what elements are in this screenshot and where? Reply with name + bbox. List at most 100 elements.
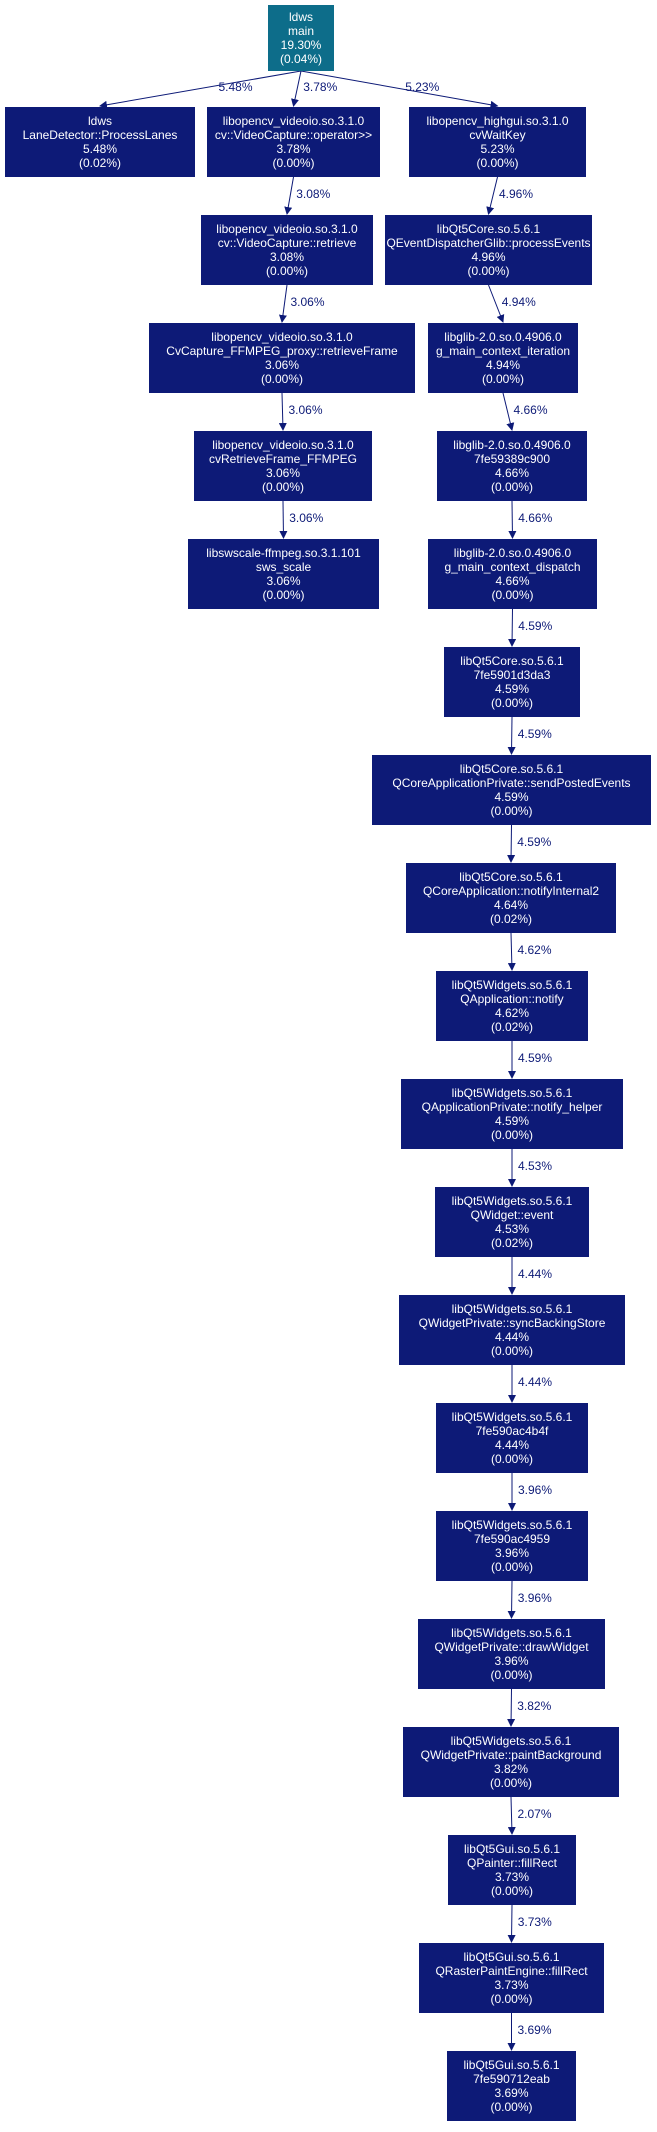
node-videoCaptureRetrieve: libopencv_videoio.so.3.1.0 cv::VideoCaptu… — [201, 215, 373, 285]
node-main: ldws main 19.30% (0.04%) — [268, 5, 334, 71]
edge-label: 3.96% — [517, 1591, 552, 1605]
edge-videoCaptureRetrieve-to-ffmpegProxy — [278, 284, 288, 323]
node-line: (0.00%) — [262, 588, 305, 602]
node-cvWaitKey: libopencv_highgui.so.3.1.0 cvWaitKey 5.23%… — [409, 107, 586, 177]
edge-gMainContextIter-to-glib7fe59389c900 — [502, 392, 515, 431]
node-line: (0.00%) — [272, 156, 315, 170]
node-line: 5.48% — [82, 142, 118, 156]
edge-cvWaitKey-to-qEventDispatcher — [486, 176, 498, 215]
node-line: libQt5Widgets.so.5.6.1 — [451, 1086, 573, 1100]
node-line: 4.96% — [471, 250, 506, 264]
edge-painterFillRect-to-rasterFillRect — [507, 1904, 516, 1943]
node-line: cvRetrieveFrame_FFMPEG — [208, 452, 358, 466]
node-line: (0.00%) — [490, 1884, 534, 1898]
edge-label: 3.69% — [517, 2023, 552, 2037]
edge-label: 4.59% — [518, 619, 553, 633]
node-notifyInternal2: libQt5Core.so.5.6.1 QCoreApplication::not… — [406, 863, 616, 933]
node-line: 7fe590ac4959 — [473, 1532, 551, 1546]
node-line: QApplicationPrivate::notify_helper — [421, 1100, 603, 1114]
edge-label: 4.59% — [517, 835, 552, 849]
node-line: 19.30% — [280, 38, 322, 52]
edge-qEventDispatcher-to-gMainContextIter — [488, 284, 505, 323]
edge-label: 3.06% — [290, 295, 325, 309]
node-line: 4.94% — [485, 358, 521, 372]
node-line: 7fe590ac4b4f — [475, 1424, 549, 1438]
node-paintBackground: libQt5Widgets.so.5.6.1 QWidgetPrivate::pa… — [403, 1727, 619, 1797]
node-line: libQt5Widgets.so.5.6.1 — [451, 1194, 573, 1208]
node-ffmpegProxy: libopencv_videoio.so.3.1.0 CvCapture_FFMP… — [149, 323, 415, 393]
node-line: libQt5Core.so.5.6.1 — [460, 654, 564, 668]
node-line: (0.00%) — [476, 156, 519, 170]
edge-drawWidget-to-paintBackground — [507, 1688, 516, 1727]
node-line: sws_scale — [255, 560, 312, 574]
node-rasterFillRect: libQt5Gui.so.5.6.1 QRasterPaintEngine::fi… — [419, 1943, 604, 2013]
node-line: 3.06% — [265, 466, 301, 480]
node-line: (0.00%) — [490, 480, 534, 494]
node-line: 4.66% — [494, 466, 530, 480]
edge-videoCaptureOp-to-videoCaptureRetrieve — [284, 176, 294, 215]
node-line: libQt5Widgets.so.5.6.1 — [451, 1626, 572, 1640]
node-line: libQt5Widgets.so.5.6.1 — [451, 1410, 573, 1424]
node-line: 7fe5901d3da3 — [473, 668, 551, 682]
node-line: libQt5Widgets.so.5.6.1 — [451, 1302, 573, 1316]
node-line: 4.59% — [494, 790, 529, 804]
node-line: 4.62% — [494, 1006, 530, 1020]
node-line: libopencv_highgui.so.3.1.0 — [426, 114, 569, 128]
edge-paintBackground-to-painterFillRect — [507, 1796, 516, 1835]
node-line: QEventDispatcherGlib::processEvents — [386, 236, 591, 250]
edge-label: 3.96% — [518, 1483, 553, 1497]
node-qt5core7fe5901d3da3: libQt5Core.so.5.6.1 7fe5901d3da3 4.59% (0.0… — [444, 647, 580, 717]
node-line: (0.00%) — [265, 264, 309, 278]
edge-label: 4.66% — [513, 403, 548, 417]
node-line: (0.00%) — [260, 372, 304, 386]
node-line: (0.02%) — [490, 1236, 534, 1250]
node-line: main — [287, 24, 314, 38]
node-line: (0.00%) — [490, 1128, 534, 1142]
edge-label: 4.44% — [518, 1375, 553, 1389]
node-line: 4.59% — [494, 682, 530, 696]
edge-glib7fe59389c900-to-gMainContextDispatch — [508, 500, 517, 539]
node-line: ldws — [288, 10, 313, 24]
edge-label: 3.06% — [288, 403, 323, 417]
node-line: 7fe59389c900 — [473, 452, 551, 466]
node-line: libopencv_videoio.so.3.1.0 — [211, 330, 353, 344]
node-line: libQt5Widgets.so.5.6.1 — [450, 1734, 572, 1748]
edge-label: 3.06% — [289, 511, 324, 525]
edge-label: 4.53% — [518, 1159, 553, 1173]
node-widgets7fe590ac4b4f: libQt5Widgets.so.5.6.1 7fe590ac4b4f 4.44%(… — [436, 1403, 588, 1473]
node-line: (0.00%) — [467, 264, 510, 278]
edge-label: 4.62% — [517, 943, 552, 957]
edge-main-to-laneDetector — [99, 70, 302, 109]
node-line: 3.96% — [494, 1654, 529, 1668]
node-gMainContextDispatch: libglib-2.0.so.0.4906.0 g_main_context_di… — [428, 539, 597, 609]
edge-label: 5.48% — [218, 80, 253, 94]
edge-label: 4.66% — [518, 511, 553, 525]
node-line: QApplication::notify — [460, 992, 564, 1006]
node-line: 3.69% — [494, 2086, 529, 2100]
node-line: 3.82% — [493, 1762, 529, 1776]
node-line: cvWaitKey — [469, 128, 526, 142]
node-line: libQt5Gui.so.5.6.1 — [463, 2058, 560, 2072]
node-line: libQt5Core.so.5.6.1 — [459, 762, 564, 776]
node-line: cv::VideoCapture::operator>> — [214, 128, 373, 142]
node-line: libQt5Core.so.5.6.1 — [436, 222, 541, 236]
edge-main-to-cvWaitKey — [300, 70, 499, 109]
edge-label: 4.59% — [517, 727, 552, 741]
node-line: (0.00%) — [491, 588, 534, 602]
node-line: libopencv_videoio.so.3.1.0 — [222, 114, 365, 128]
node-line: (0.00%) — [490, 696, 534, 710]
node-line: libopencv_videoio.so.3.1.0 — [212, 438, 354, 452]
node-notifyHelper: libQt5Widgets.so.5.6.1 QApplicationPrivat… — [401, 1079, 623, 1149]
node-line: QRasterPaintEngine::fillRect — [435, 1964, 588, 1978]
node-line: (0.00%) — [490, 1560, 534, 1574]
node-line: 4.59% — [494, 1114, 530, 1128]
edge-label: 3.08% — [296, 187, 331, 201]
node-line: ldws — [87, 114, 112, 128]
node-gui7fe590712eab: libQt5Gui.so.5.6.1 7fe590712eab 3.69% (0.00… — [447, 2051, 576, 2121]
node-glib7fe59389c900: libglib-2.0.so.0.4906.0 7fe59389c900 4.66%… — [437, 431, 587, 501]
node-line: 3.06% — [264, 358, 300, 372]
node-line: (0.04%) — [279, 52, 323, 66]
node-line: CvCapture_FFMPEG_proxy::retrieveFrame — [166, 344, 398, 358]
node-line: (0.00%) — [261, 480, 305, 494]
